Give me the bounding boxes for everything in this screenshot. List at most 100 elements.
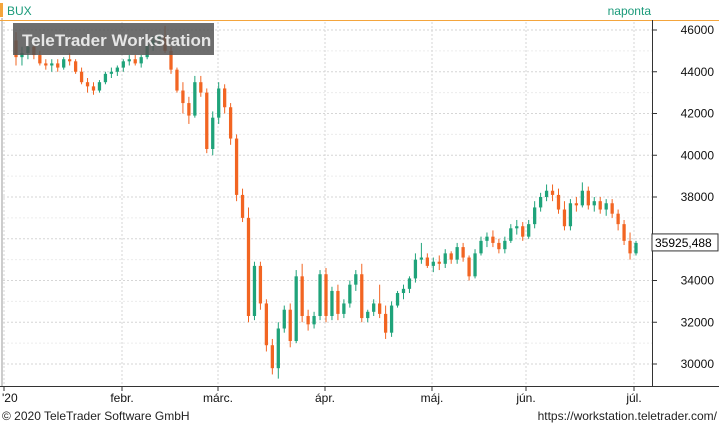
candle-body bbox=[115, 67, 119, 72]
plot-background bbox=[0, 0, 652, 386]
candle-body bbox=[50, 63, 54, 66]
last-price-text: 35925,488 bbox=[655, 236, 712, 250]
candle-body bbox=[228, 107, 233, 139]
candle-body bbox=[479, 240, 483, 254]
candle-body bbox=[425, 257, 429, 266]
copyright-text: © 2020 TeleTrader Software GmbH bbox=[2, 409, 190, 423]
candle-body bbox=[139, 57, 143, 64]
candle-body bbox=[533, 207, 537, 225]
y-tick-label: 32000 bbox=[681, 315, 715, 329]
symbol-label[interactable]: BUX bbox=[7, 4, 32, 18]
candle-body bbox=[252, 265, 257, 316]
candle-body bbox=[503, 240, 507, 250]
watermark-box bbox=[13, 23, 214, 55]
candle-body bbox=[73, 61, 78, 72]
period-label[interactable]: naponta bbox=[608, 4, 652, 18]
y-tick-label: 42000 bbox=[681, 107, 715, 121]
candle-body bbox=[20, 52, 24, 58]
y-tick-label: 34000 bbox=[681, 274, 715, 288]
candle-body bbox=[395, 293, 400, 306]
candle-body bbox=[485, 236, 489, 241]
candle-body bbox=[223, 88, 227, 108]
candle-body bbox=[521, 226, 525, 237]
candle-body bbox=[282, 309, 286, 329]
candle-body bbox=[598, 201, 602, 210]
candle-body bbox=[330, 290, 334, 316]
symbol-marker bbox=[0, 3, 3, 17]
y-tick-label: 46000 bbox=[681, 23, 715, 37]
candle-body bbox=[413, 259, 418, 279]
candle-body bbox=[419, 257, 424, 260]
candle-body bbox=[258, 265, 263, 304]
candle-body bbox=[622, 224, 626, 241]
candle-body bbox=[449, 253, 453, 260]
x-tick-label: márc. bbox=[203, 391, 233, 405]
candle-body bbox=[264, 303, 269, 346]
x-tick-label: '20 bbox=[2, 391, 18, 405]
candle-body bbox=[175, 69, 179, 91]
candle-body bbox=[592, 201, 596, 206]
candle-body bbox=[205, 92, 209, 149]
candle-body bbox=[491, 236, 495, 243]
y-tick-label: 30000 bbox=[681, 357, 715, 371]
grid-lines bbox=[3, 22, 652, 386]
candle-body bbox=[437, 261, 441, 264]
candle-body bbox=[85, 82, 90, 87]
candle-body bbox=[515, 226, 519, 229]
footer: © 2020 TeleTrader Software GmbH https://… bbox=[0, 407, 719, 425]
candle-body bbox=[431, 261, 435, 266]
y-tick-label: 40000 bbox=[681, 148, 715, 162]
candle-body bbox=[44, 63, 48, 66]
candle-body bbox=[324, 274, 328, 316]
footer-url-link[interactable]: https://workstation.teletrader.com/ bbox=[537, 409, 717, 423]
candle-body bbox=[103, 73, 108, 83]
watermark-text: TeleTrader WorkStation bbox=[22, 31, 211, 50]
candle-body bbox=[538, 197, 543, 208]
candle-body bbox=[634, 242, 638, 254]
x-tick-label: ápr. bbox=[315, 391, 335, 405]
candle-body bbox=[455, 247, 459, 260]
candle-body bbox=[300, 276, 304, 316]
y-axis: 3000032000340003600038000400004200044000… bbox=[652, 23, 714, 371]
candle-body bbox=[169, 50, 173, 70]
candle-body bbox=[616, 213, 620, 225]
candle-body bbox=[610, 203, 614, 214]
watermark: TeleTrader WorkStation bbox=[13, 23, 214, 55]
x-tick-label: máj. bbox=[421, 391, 444, 405]
candle-body bbox=[473, 253, 477, 277]
candle-body bbox=[604, 203, 608, 210]
candle-body bbox=[193, 82, 197, 116]
candle-body bbox=[562, 209, 567, 227]
x-tick-label: jún. bbox=[515, 391, 535, 405]
candle-body bbox=[288, 309, 292, 342]
candle-body bbox=[628, 240, 632, 254]
candle-series bbox=[14, 25, 638, 379]
candle-body bbox=[294, 276, 298, 342]
candle-body bbox=[354, 274, 358, 285]
candle-body bbox=[68, 59, 72, 62]
candle-body bbox=[312, 315, 316, 325]
candle-body bbox=[318, 274, 322, 316]
candle-body bbox=[383, 313, 388, 333]
candle-body bbox=[336, 290, 340, 314]
x-axis: '20 febr. márc. ápr. máj. jún. júl. bbox=[2, 386, 642, 405]
candle-body bbox=[181, 90, 185, 104]
candle-body bbox=[38, 55, 42, 64]
candle-body bbox=[187, 103, 191, 116]
candle-body bbox=[461, 247, 465, 258]
candle-body bbox=[509, 228, 513, 241]
candle-body bbox=[109, 71, 114, 74]
candle-body bbox=[586, 190, 590, 206]
candle-body bbox=[211, 117, 215, 149]
candle-body bbox=[234, 138, 239, 195]
candle-body bbox=[217, 88, 221, 118]
candle-body bbox=[360, 274, 364, 319]
candle-body bbox=[372, 303, 376, 312]
candle-body bbox=[133, 59, 137, 64]
last-price-label: 35925,488 bbox=[651, 233, 719, 252]
candle-body bbox=[443, 253, 447, 264]
candle-body bbox=[378, 303, 382, 314]
candle-body bbox=[467, 257, 471, 277]
candle-body bbox=[389, 305, 394, 333]
